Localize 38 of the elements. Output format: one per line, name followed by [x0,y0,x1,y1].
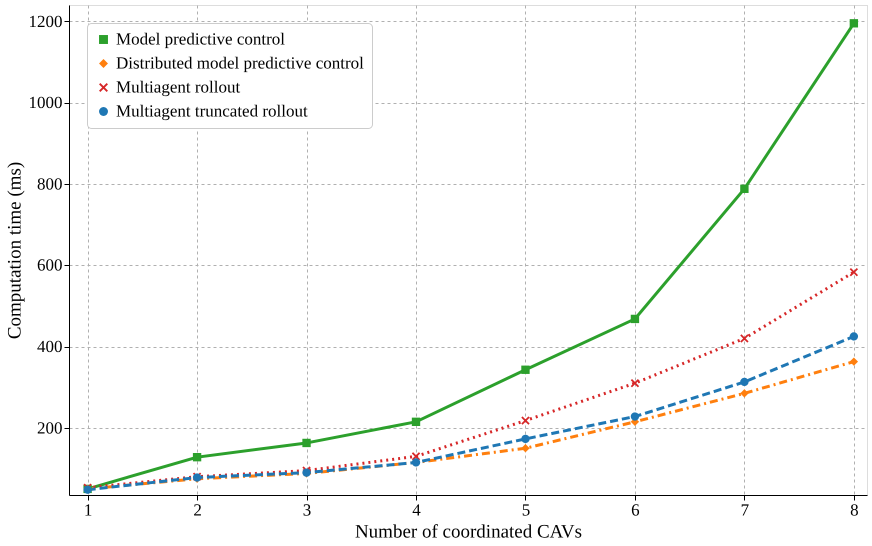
x-tick-label: 7 [740,500,750,520]
point [740,184,749,193]
point [850,268,858,276]
x-tick-label: 8 [850,500,859,520]
x-tick-label: 6 [631,500,640,520]
point [521,444,530,452]
legend-label: Distributed model predictive control [116,54,364,72]
point [521,416,530,425]
y-tick-label: 1200 [28,12,62,31]
legend-label: Model predictive control [116,30,286,48]
legend-label: Multiagent truncated rollout [116,102,308,120]
point [740,334,749,343]
point [850,357,858,366]
y-tick-label: 400 [37,337,62,356]
point [630,412,640,421]
point [521,434,530,444]
x-tick-label: 5 [522,500,530,520]
point [192,453,202,462]
point [302,438,311,448]
x-axis-title: Number of coordinated CAVs [354,522,582,542]
x-tick-label: 3 [302,500,312,520]
y-tick-label: 200 [37,418,62,438]
y-tick-label: 1000 [28,93,62,112]
point [630,378,640,388]
x-tick-label: 4 [412,500,422,520]
y-tick-label: 800 [37,174,62,194]
y-tick-label: 600 [37,256,62,275]
x-tick-label: 1 [84,500,92,520]
point [412,418,420,426]
legend-label: Multiagent rollout [116,78,240,96]
point [630,314,640,324]
y-axis-title: Computation time (ms) [4,162,26,340]
point [740,389,749,398]
x-tick-label: 2 [193,500,202,520]
point [850,332,858,341]
point [521,366,530,374]
point [850,19,858,28]
point [740,378,749,386]
